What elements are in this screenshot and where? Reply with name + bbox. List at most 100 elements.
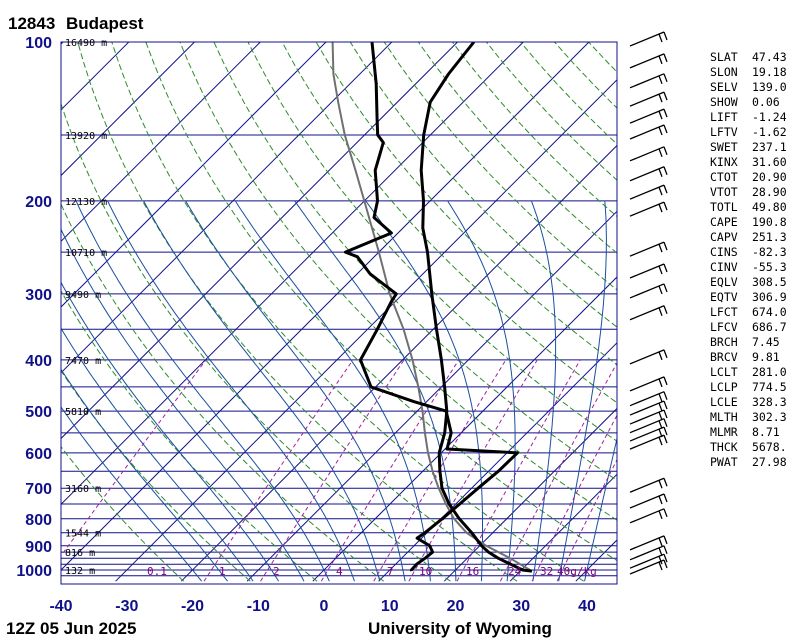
wind-barb: [629, 493, 668, 509]
wind-barb: [629, 553, 668, 569]
temperature-tick-label: -10: [247, 598, 270, 615]
wind-barbs: [629, 31, 668, 575]
dry-adiabat: [61, 445, 185, 582]
index-name: CINS: [710, 245, 738, 259]
wind-barb: [629, 91, 668, 107]
wind-barb: [629, 535, 668, 551]
index-value: 47.43: [752, 50, 787, 64]
index-name: LFCV: [710, 320, 738, 334]
parcel-path: [331, 42, 533, 572]
index-value: 0.06: [752, 95, 780, 109]
dry-adiabat: [111, 42, 584, 582]
index-value: 308.5: [752, 275, 787, 289]
dry-adiabat: [61, 369, 251, 582]
isotherm-line: [509, 473, 617, 582]
temperature-tick-label: 40: [578, 598, 596, 615]
pressure-tick-label: 800: [25, 512, 52, 529]
index-name: LCLP: [710, 380, 738, 394]
temperature-tick-label: 30: [512, 598, 530, 615]
index-name: SELV: [710, 80, 738, 94]
height-label: 10710 m: [65, 248, 107, 259]
moist-adiabat: [61, 327, 254, 582]
mixing-ratio-label: 0.1: [147, 565, 167, 578]
wind-barb: [629, 283, 668, 299]
mixing-ratio-label: 32: [540, 565, 553, 578]
mixing-ratio-label: 1: [219, 565, 226, 578]
isotherm-line: [61, 42, 64, 45]
wind-barb: [629, 53, 668, 69]
mixing-ratio-line: [456, 359, 581, 582]
wind-barb: [629, 400, 668, 416]
temperature-tick-label: -20: [181, 598, 204, 615]
index-value: 281.0: [752, 365, 787, 379]
index-name: CAPE: [710, 215, 738, 229]
dry-adiabat: [315, 42, 617, 366]
pressure-tick-label: 500: [25, 404, 52, 421]
moist-adiabat: [234, 200, 431, 582]
isotherm-line: [61, 42, 524, 506]
height-label: 1544 m: [65, 529, 101, 540]
dewpoint-profile: [343, 42, 519, 572]
dry-adiabat: [451, 42, 617, 218]
dry-adiabat: [281, 42, 617, 404]
mixing-ratio-label: 40g/kg: [557, 565, 597, 578]
index-name: PWAT: [710, 455, 738, 469]
isotherm-line: [312, 276, 617, 582]
mixing-ratio-line: [531, 414, 617, 582]
moist-adiabat: [294, 200, 457, 582]
index-name: SHOW: [710, 95, 738, 109]
isotherm-line: [378, 342, 617, 582]
moist-adiabat: [75, 200, 330, 582]
pressure-tick-label: 900: [25, 539, 52, 556]
wind-barb: [629, 426, 668, 442]
height-label: 132 m: [65, 566, 95, 577]
temperature-tick-label: 20: [447, 598, 465, 615]
wind-barb: [629, 349, 668, 365]
isotherm-line: [61, 42, 195, 177]
wind-barb: [629, 73, 668, 89]
pressure-tick-label: 600: [25, 446, 52, 463]
index-value: 139.0: [752, 80, 787, 94]
isotherm-line: [61, 42, 327, 308]
wind-barb: [629, 166, 668, 182]
station-number: 12843: [8, 14, 55, 33]
moist-adiabat: [530, 200, 557, 582]
dry-adiabat: [145, 42, 617, 562]
mixing-ratio-line: [373, 359, 507, 582]
index-name: KINX: [710, 155, 738, 169]
temperature-tick-label: 10: [381, 598, 399, 615]
mixing-ratio-label: 2: [273, 565, 280, 578]
isotherm-line: [61, 42, 458, 440]
moist-adiabat: [558, 200, 607, 582]
pressure-tick-label: 400: [25, 353, 52, 370]
background-lines: [61, 42, 617, 582]
height-label: 12130 m: [65, 197, 107, 208]
dry-adiabat: [61, 102, 451, 582]
mixing-ratio-line: [499, 362, 617, 582]
axis-labels: 0.1 1 2 4 7 10 16 24 32 40g/kg1002003004005006007…: [16, 35, 596, 615]
mixing-ratio-line: [203, 359, 354, 582]
index-name: LCLT: [710, 365, 738, 379]
wind-barb: [629, 418, 668, 434]
index-name: THCK: [710, 440, 738, 454]
temperature-profile: [419, 42, 533, 573]
index-value: 20.90: [752, 170, 787, 184]
index-name: CTOT: [710, 170, 738, 184]
mixing-ratio-line: [556, 458, 617, 582]
index-value: -1.62: [752, 125, 787, 139]
mixing-ratio-line: [61, 359, 207, 557]
index-name: LFCT: [710, 305, 738, 319]
index-name: LCLE: [710, 395, 738, 409]
height-label: 7470 m: [65, 356, 101, 367]
index-value: 19.18: [752, 65, 787, 79]
wind-barb: [629, 146, 668, 162]
dry-adiabat: [247, 42, 617, 442]
mixing-ratio-line: [408, 359, 538, 582]
isotherm-line: [246, 210, 617, 582]
index-name: SLAT: [710, 50, 738, 64]
pressure-tick-label: 1000: [16, 563, 52, 580]
index-name: MLMR: [710, 425, 738, 439]
wind-barb: [629, 391, 668, 407]
